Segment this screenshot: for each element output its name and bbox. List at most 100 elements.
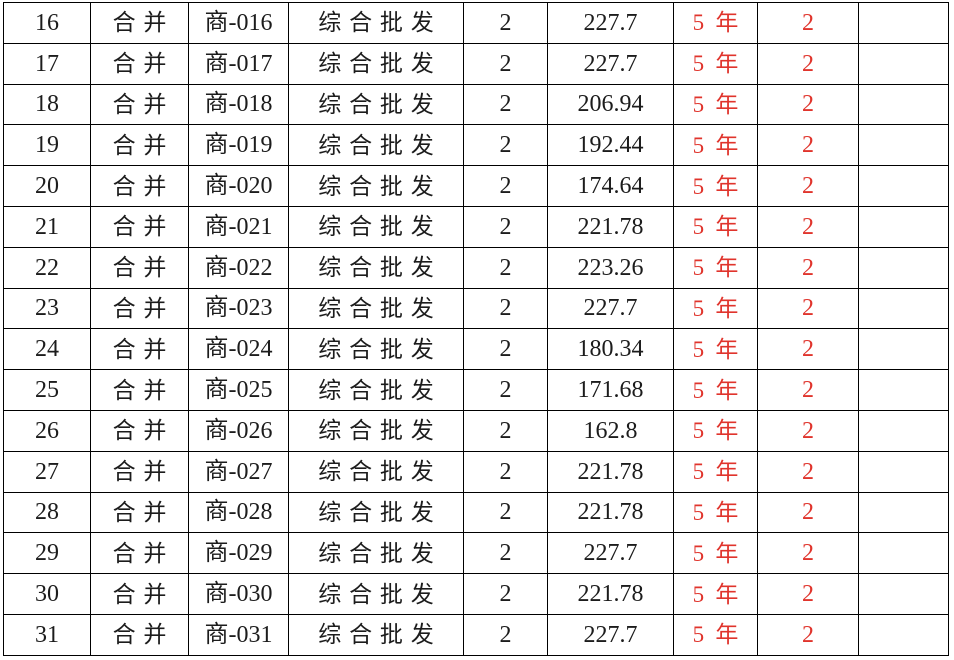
cell-merge-status: 合并 <box>90 42 189 85</box>
cell-qty: 2 <box>757 205 859 248</box>
cell-area: 221.78 <box>547 573 674 615</box>
cell-remark <box>858 287 949 330</box>
cell-area: 221.78 <box>547 450 674 493</box>
cell-count: 2 <box>463 613 548 656</box>
cell-merge-status: 合并 <box>90 83 189 126</box>
cell-qty: 2 <box>757 83 859 126</box>
cell-merge-status: 合并 <box>90 124 189 167</box>
cell-merge-status: 合并 <box>90 450 189 493</box>
table-row: 26 合并 商-026 综合批发 2 162.8 5 年 2 <box>3 409 949 452</box>
cell-merge-status: 合并 <box>90 491 189 534</box>
cell-count: 2 <box>463 2 548 44</box>
cell-seq: 20 <box>3 165 91 207</box>
cell-count: 2 <box>463 369 548 411</box>
cell-seq: 21 <box>3 205 91 248</box>
cell-shop-code: 商-028 <box>188 491 289 534</box>
cell-qty: 2 <box>757 450 859 493</box>
cell-lease-term: 5 年 <box>673 613 758 656</box>
cell-area: 221.78 <box>547 205 674 248</box>
table-row: 18 合并 商-018 综合批发 2 206.94 5 年 2 <box>3 83 949 126</box>
table-row: 27 合并 商-027 综合批发 2 221.78 5 年 2 <box>3 450 949 493</box>
cell-qty: 2 <box>757 287 859 330</box>
cell-lease-term: 5 年 <box>673 83 758 126</box>
table-row: 28 合并 商-028 综合批发 2 221.78 5 年 2 <box>3 491 949 534</box>
cell-remark <box>858 532 949 575</box>
cell-lease-term: 5 年 <box>673 246 758 289</box>
cell-count: 2 <box>463 165 548 207</box>
cell-count: 2 <box>463 450 548 493</box>
cell-qty: 2 <box>757 532 859 575</box>
cell-remark <box>858 165 949 207</box>
cell-merge-status: 合并 <box>90 369 189 411</box>
cell-lease-term: 5 年 <box>673 205 758 248</box>
cell-merge-status: 合并 <box>90 246 189 289</box>
cell-seq: 17 <box>3 42 91 85</box>
cell-qty: 2 <box>757 409 859 452</box>
cell-lease-term: 5 年 <box>673 491 758 534</box>
cell-qty: 2 <box>757 42 859 85</box>
cell-shop-code: 商-018 <box>188 83 289 126</box>
cell-area: 171.68 <box>547 369 674 411</box>
cell-category: 综合批发 <box>288 532 464 575</box>
cell-shop-code: 商-026 <box>188 409 289 452</box>
cell-category: 综合批发 <box>288 42 464 85</box>
cell-merge-status: 合并 <box>90 409 189 452</box>
cell-remark <box>858 2 949 44</box>
cell-merge-status: 合并 <box>90 328 189 371</box>
cell-lease-term: 5 年 <box>673 165 758 207</box>
cell-merge-status: 合并 <box>90 287 189 330</box>
cell-area: 227.7 <box>547 287 674 330</box>
cell-category: 综合批发 <box>288 83 464 126</box>
cell-area: 227.7 <box>547 2 674 44</box>
cell-area: 223.26 <box>547 246 674 289</box>
cell-shop-code: 商-027 <box>188 450 289 493</box>
cell-seq: 25 <box>3 369 91 411</box>
cell-area: 227.7 <box>547 613 674 656</box>
cell-area: 206.94 <box>547 83 674 126</box>
table-row: 21 合并 商-021 综合批发 2 221.78 5 年 2 <box>3 205 949 248</box>
cell-category: 综合批发 <box>288 2 464 44</box>
cell-merge-status: 合并 <box>90 613 189 656</box>
cell-remark <box>858 42 949 85</box>
cell-lease-term: 5 年 <box>673 2 758 44</box>
cell-shop-code: 商-017 <box>188 42 289 85</box>
table-row: 23 合并 商-023 综合批发 2 227.7 5 年 2 <box>3 287 949 330</box>
cell-area: 180.34 <box>547 328 674 371</box>
cell-area: 227.7 <box>547 532 674 575</box>
cell-count: 2 <box>463 83 548 126</box>
cell-qty: 2 <box>757 165 859 207</box>
cell-category: 综合批发 <box>288 450 464 493</box>
cell-remark <box>858 369 949 411</box>
cell-remark <box>858 246 949 289</box>
cell-shop-code: 商-016 <box>188 2 289 44</box>
cell-lease-term: 5 年 <box>673 287 758 330</box>
cell-seq: 28 <box>3 491 91 534</box>
cell-lease-term: 5 年 <box>673 328 758 371</box>
cell-shop-code: 商-025 <box>188 369 289 411</box>
cell-merge-status: 合并 <box>90 573 189 615</box>
cell-remark <box>858 83 949 126</box>
cell-count: 2 <box>463 573 548 615</box>
cell-shop-code: 商-019 <box>188 124 289 167</box>
cell-lease-term: 5 年 <box>673 369 758 411</box>
table-row: 17 合并 商-017 综合批发 2 227.7 5 年 2 <box>3 42 949 85</box>
cell-qty: 2 <box>757 246 859 289</box>
cell-area: 174.64 <box>547 165 674 207</box>
cell-lease-term: 5 年 <box>673 409 758 452</box>
cell-shop-code: 商-020 <box>188 165 289 207</box>
cell-seq: 27 <box>3 450 91 493</box>
cell-remark <box>858 124 949 167</box>
cell-category: 综合批发 <box>288 124 464 167</box>
cell-count: 2 <box>463 409 548 452</box>
cell-category: 综合批发 <box>288 491 464 534</box>
cell-category: 综合批发 <box>288 328 464 371</box>
cell-merge-status: 合并 <box>90 532 189 575</box>
cell-lease-term: 5 年 <box>673 532 758 575</box>
cell-shop-code: 商-030 <box>188 573 289 615</box>
table-row: 19 合并 商-019 综合批发 2 192.44 5 年 2 <box>3 124 949 167</box>
cell-seq: 22 <box>3 246 91 289</box>
cell-area: 162.8 <box>547 409 674 452</box>
cell-count: 2 <box>463 328 548 371</box>
cell-seq: 26 <box>3 409 91 452</box>
cell-count: 2 <box>463 205 548 248</box>
